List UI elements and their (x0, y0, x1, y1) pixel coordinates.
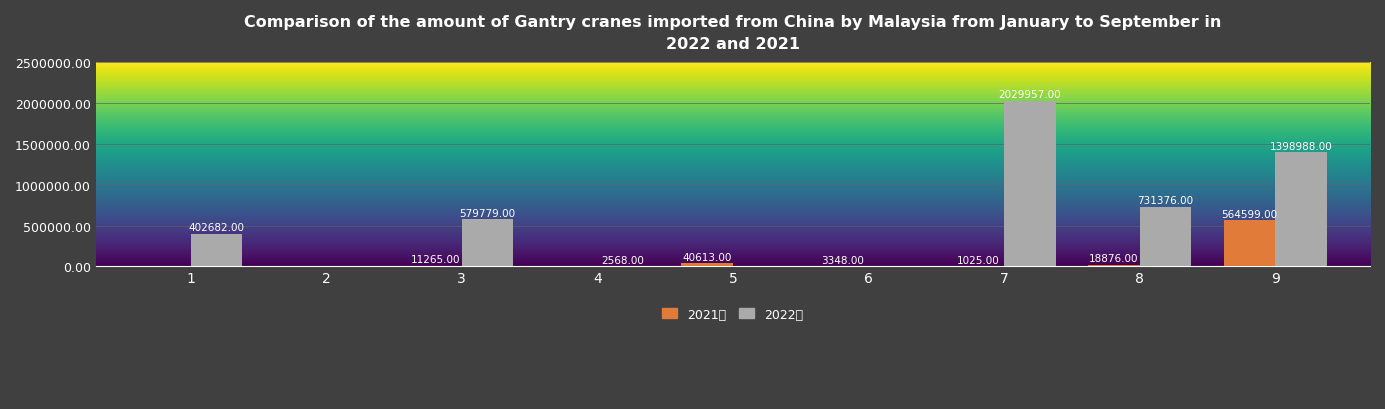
Bar (1140, 207, 1191, 267)
Bar (191, 234, 242, 267)
Text: 2029957.00: 2029957.00 (999, 90, 1061, 100)
Bar (461, 220, 514, 267)
Text: 731376.00: 731376.00 (1137, 196, 1194, 206)
Bar (1223, 221, 1276, 267)
Text: 579779.00: 579779.00 (460, 208, 515, 218)
Bar (1089, 265, 1140, 267)
Text: 1025.00: 1025.00 (957, 255, 1000, 265)
Bar (1276, 153, 1327, 267)
Text: 11265.00: 11265.00 (411, 254, 461, 264)
Text: 1398988.00: 1398988.00 (1270, 141, 1332, 151)
Bar (1004, 101, 1055, 267)
Bar (681, 263, 733, 267)
Text: 402682.00: 402682.00 (188, 222, 244, 232)
Bar (410, 266, 461, 267)
Text: 18876.00: 18876.00 (1089, 254, 1138, 264)
Title: Comparison of the amount of Gantry cranes imported from China by Malaysia from J: Comparison of the amount of Gantry crane… (244, 15, 1222, 52)
Text: 2568.00: 2568.00 (601, 255, 644, 265)
Legend: 2021年, 2022年: 2021年, 2022年 (658, 303, 809, 326)
Text: 40613.00: 40613.00 (683, 252, 731, 262)
Text: 3348.00: 3348.00 (821, 255, 864, 265)
Text: 564599.00: 564599.00 (1222, 209, 1277, 219)
